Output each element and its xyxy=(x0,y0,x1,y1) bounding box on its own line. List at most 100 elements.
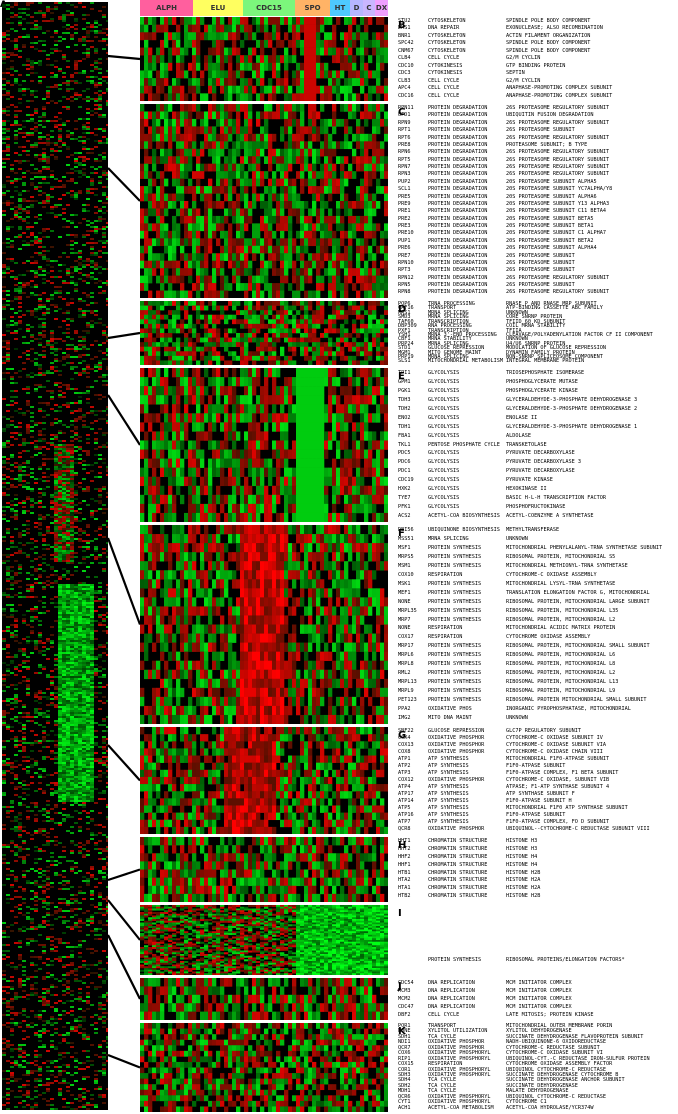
heatmap-cell xyxy=(164,588,169,598)
heatmap-cell xyxy=(276,615,281,625)
heatmap-cell xyxy=(160,55,165,64)
heatmap-cell xyxy=(236,404,241,414)
heatmap-cell xyxy=(300,624,305,634)
heatmap-cell xyxy=(156,156,161,164)
heatmap-cell xyxy=(196,503,201,514)
heatmap-cell xyxy=(280,642,285,652)
heatmap-cell xyxy=(280,215,285,224)
heatmap-cell xyxy=(200,171,205,179)
heatmap-cell xyxy=(352,615,357,625)
gene-description: RIBOSOMAL PROTEIN, MITOCHONDRIAL L2 xyxy=(506,670,616,677)
heatmap-cell xyxy=(280,734,285,742)
heatmap-cell xyxy=(220,727,225,735)
heatmap-cell xyxy=(280,534,285,544)
heatmap-cell xyxy=(276,570,281,580)
heatmap-cell xyxy=(304,62,309,71)
heatmap-cell xyxy=(368,301,373,306)
heatmap-cell xyxy=(252,440,257,450)
heatmap-cell xyxy=(288,156,293,164)
heatmap-cell xyxy=(372,156,377,164)
gene-description: CLEAVAGE/POLYADENYLATION FACTOR CF II CO… xyxy=(506,331,653,338)
heatmap-cell xyxy=(352,104,357,112)
heatmap-cell xyxy=(248,755,253,763)
heatmap-cell xyxy=(384,319,388,325)
heatmap-cell xyxy=(384,305,388,311)
heatmap-cell xyxy=(264,570,269,580)
heatmap-cell xyxy=(356,615,361,625)
heatmap-cell xyxy=(376,597,381,607)
heatmap-cell xyxy=(340,47,345,56)
heatmap-cell xyxy=(248,494,253,505)
heatmap-cell xyxy=(376,404,381,414)
heatmap-cell xyxy=(272,215,277,224)
heatmap-cell xyxy=(328,290,333,298)
gene-row: RPN7 PROTEIN DEGRADATION 26S PROTEASOME RE… xyxy=(398,164,666,171)
heatmap-cell xyxy=(204,404,209,414)
header-elu: ELU xyxy=(193,0,243,16)
heatmap-cell xyxy=(200,669,205,680)
heatmap-cell xyxy=(304,238,309,247)
heatmap-cell xyxy=(168,669,173,680)
heatmap-cell xyxy=(232,126,237,135)
gene-row: FBA1 GLYCOLYSIS ALDOLASE xyxy=(398,432,666,441)
heatmap-cell xyxy=(164,342,169,348)
heatmap-cell xyxy=(220,342,225,348)
heatmap-cell xyxy=(208,230,213,239)
heatmap-cell xyxy=(180,494,185,505)
heatmap-cell xyxy=(196,485,201,496)
heatmap-cell xyxy=(308,404,313,414)
heatmap-cell xyxy=(216,314,221,320)
heatmap-cell xyxy=(304,215,309,224)
heatmap-cell xyxy=(184,163,189,172)
heatmap-cell xyxy=(196,245,201,254)
heatmap-cell xyxy=(232,570,237,580)
heatmap-cell xyxy=(292,24,297,33)
heatmap-cell xyxy=(144,377,149,387)
heatmap-cell xyxy=(208,494,213,505)
heatmap-cell xyxy=(160,104,165,112)
heatmap-cell xyxy=(252,687,257,698)
heatmap-cell xyxy=(196,55,201,64)
heatmap-cell xyxy=(268,734,273,742)
heatmap-cell xyxy=(152,323,157,329)
heatmap-cell xyxy=(196,32,201,41)
heatmap-cell xyxy=(188,714,193,724)
heatmap-cell xyxy=(320,17,325,25)
heatmap-cell xyxy=(248,314,253,320)
heatmap-cell xyxy=(204,230,209,239)
heatmap-cell xyxy=(168,351,173,357)
heatmap-cell xyxy=(376,223,381,232)
heatmap-cell xyxy=(380,458,385,468)
heatmap-cell xyxy=(188,260,193,269)
heatmap-cell xyxy=(224,422,229,432)
heatmap-cell xyxy=(188,534,193,544)
heatmap-cell xyxy=(252,762,257,771)
heatmap-cell xyxy=(176,39,181,48)
heatmap-cell xyxy=(308,275,313,284)
heatmap-cell xyxy=(260,678,265,689)
heatmap-cell xyxy=(256,319,261,325)
heatmap-cell xyxy=(332,570,337,580)
heatmap-cell xyxy=(308,268,313,276)
heatmap-cell xyxy=(352,440,357,450)
heatmap-cell xyxy=(180,633,185,643)
heatmap-cell xyxy=(360,126,365,135)
heatmap-cell xyxy=(256,651,261,661)
heatmap-cell xyxy=(172,449,177,459)
heatmap-cell xyxy=(152,201,157,209)
gene-process: GLYCOLYSIS xyxy=(428,370,460,376)
heatmap-cell xyxy=(364,467,369,478)
heatmap-cell xyxy=(220,458,225,468)
heatmap-cell xyxy=(284,193,289,202)
heatmap-cell xyxy=(228,386,233,396)
heatmap-cell xyxy=(156,186,161,194)
heatmap-cell xyxy=(344,230,349,239)
heatmap-cell xyxy=(232,337,237,343)
heatmap-cell xyxy=(232,85,237,94)
heatmap-cell xyxy=(164,769,169,778)
heatmap-cell xyxy=(204,360,209,365)
heatmap-cell xyxy=(176,422,181,432)
heatmap-cell xyxy=(352,494,357,505)
heatmap-cell xyxy=(140,404,145,414)
heatmap-cell xyxy=(148,323,153,329)
